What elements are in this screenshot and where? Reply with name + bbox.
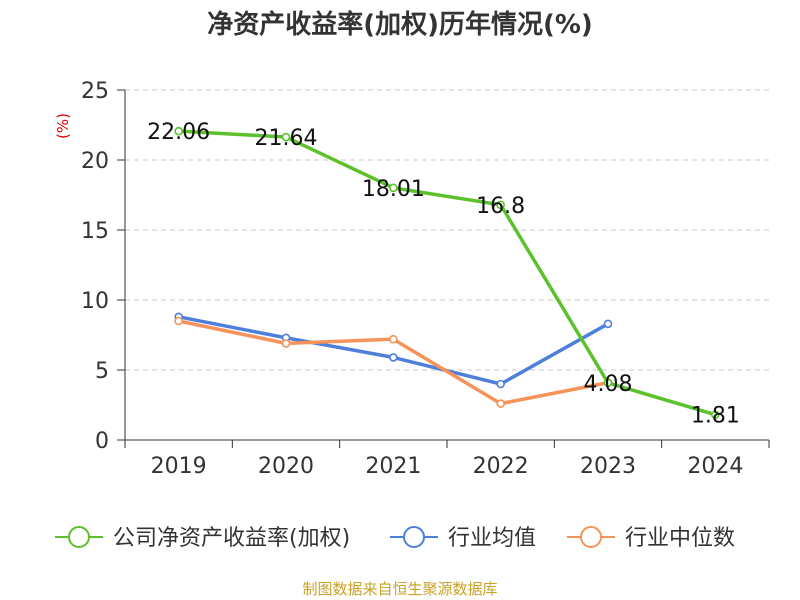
- legend-label: 行业均值: [448, 526, 536, 551]
- series-line: [178, 319, 609, 406]
- data-point: [389, 334, 398, 344]
- y-tick-label: 0: [95, 429, 109, 454]
- data-point: [174, 316, 183, 326]
- y-tick-label: 10: [81, 289, 109, 314]
- y-tick-label: 25: [81, 79, 109, 104]
- legend-swatch-marker: [403, 526, 425, 548]
- x-tick-label: 2019: [151, 454, 207, 479]
- data-point: [496, 379, 505, 389]
- source-note: 制图数据来自恒生聚源数据库: [302, 580, 497, 598]
- y-tick-label: 15: [81, 219, 109, 244]
- data-point: [281, 132, 291, 142]
- data-point: [389, 353, 398, 362]
- data-point: [174, 126, 183, 136]
- data-point: [496, 399, 505, 408]
- series-lines: [174, 126, 720, 419]
- legend-label: 行业中位数: [625, 526, 735, 551]
- series-line: [178, 315, 609, 386]
- data-point: [389, 183, 398, 193]
- data-label: 16.8: [476, 194, 525, 219]
- data-label: 18.01: [362, 177, 425, 202]
- data-label: 21.64: [255, 126, 318, 151]
- data-label: 22.06: [147, 120, 210, 145]
- y-axis-unit: (%): [54, 113, 72, 139]
- x-tick-label: 2021: [365, 454, 421, 479]
- chart-title: 净资产收益率(加权)历年情况(%): [207, 9, 593, 40]
- data-point: [496, 200, 505, 210]
- data-point: [603, 319, 613, 329]
- y-tick-label: 20: [81, 149, 109, 174]
- legend: 公司净资产收益率(加权) 行业均值 行业中位数: [55, 526, 735, 551]
- legend-swatch-marker: [68, 526, 90, 548]
- y-tick-label: 5: [95, 359, 109, 384]
- x-tick-label: 2022: [473, 454, 529, 479]
- legend-label: 公司净资产收益率(加权): [113, 526, 350, 551]
- data-point: [281, 339, 291, 348]
- series-line: [178, 129, 716, 417]
- x-tick-label: 2020: [258, 454, 314, 479]
- data-label: 1.81: [691, 404, 740, 429]
- axes: 0 5 10 15 20 25 2019 2020 2021 2022 2023 2024: [81, 79, 770, 479]
- data-labels: 22.06 21.64 18.01 16.8 4.08 1.81: [147, 120, 740, 429]
- x-tick-label: 2024: [687, 454, 743, 479]
- legend-swatch-marker: [580, 526, 602, 548]
- x-tick-label: 2023: [580, 454, 636, 479]
- data-point: [711, 410, 720, 419]
- data-point: [603, 378, 613, 388]
- data-label: 4.08: [584, 372, 633, 397]
